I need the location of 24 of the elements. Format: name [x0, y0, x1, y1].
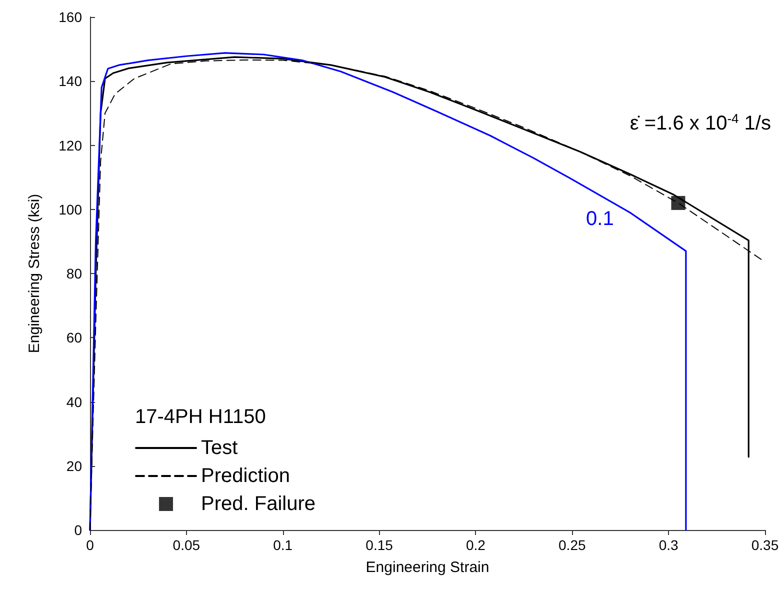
- y-tick-label: 100: [58, 201, 82, 218]
- x-tick-label: 0.1: [273, 537, 293, 553]
- legend-label: Pred. Failure: [201, 493, 316, 515]
- y-tick-label: 0: [74, 522, 82, 538]
- x-axis-title: Engineering Strain: [366, 559, 490, 576]
- legend-title: 17-4PH H1150: [135, 406, 266, 428]
- y-tick-label: 140: [58, 73, 82, 90]
- y-tick-label: 120: [58, 137, 82, 154]
- y-tick-label: 40: [66, 394, 82, 410]
- y-axis-title: Engineering Stress (ksi): [26, 194, 43, 354]
- x-tick-label: 0.15: [366, 537, 394, 553]
- y-tick-label: 160: [58, 9, 82, 25]
- x-tick-label: 0.35: [751, 537, 779, 553]
- legend-label: Test: [201, 437, 238, 459]
- y-tick-label: 60: [66, 330, 82, 346]
- x-tick-label: 0.3: [658, 537, 679, 553]
- x-tick-label: 0.2: [466, 537, 486, 553]
- x-tick-label: 0: [86, 537, 94, 553]
- x-tick-label: 0.05: [172, 537, 200, 553]
- annotation: 0.1: [586, 208, 614, 230]
- legend-label: Prediction: [201, 465, 290, 487]
- y-tick-label: 80: [66, 266, 82, 282]
- x-tick-label: 0.25: [558, 537, 586, 553]
- y-tick-label: 20: [66, 458, 82, 474]
